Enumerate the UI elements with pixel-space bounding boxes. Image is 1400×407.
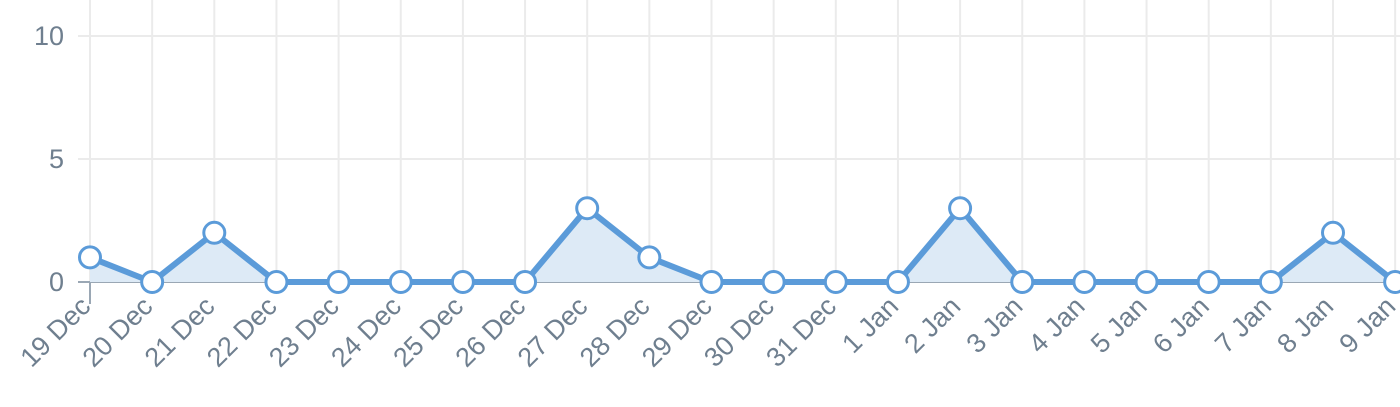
data-point	[885, 270, 910, 294]
data-point	[140, 270, 165, 294]
data-point	[1196, 270, 1221, 294]
x-tick-label: 21 Dec	[139, 291, 221, 373]
x-tick-label: 19 Dec	[15, 291, 97, 373]
x-tick-label: 1 Jan	[836, 291, 904, 359]
x-tick-label: 9 Jan	[1333, 291, 1400, 359]
x-tick-label: 7 Jan	[1209, 291, 1277, 359]
data-point	[575, 196, 600, 221]
y-tick-label: 10	[34, 21, 64, 51]
data-point	[1010, 270, 1035, 294]
x-tick-label: 24 Dec	[325, 291, 407, 373]
x-tick-label: 27 Dec	[512, 291, 594, 373]
data-point	[637, 245, 662, 270]
x-tick-label: 30 Dec	[698, 291, 780, 373]
x-tick-label: 4 Jan	[1023, 291, 1091, 359]
grid-lines	[78, 0, 1400, 304]
x-tick-label: 29 Dec	[636, 291, 718, 373]
data-point	[1383, 270, 1400, 294]
x-tick-label: 5 Jan	[1085, 291, 1153, 359]
x-tick-label: 2 Jan	[898, 291, 966, 359]
x-tick-label: 31 Dec	[760, 291, 842, 373]
x-tick-label: 8 Jan	[1271, 291, 1339, 359]
data-point	[1072, 270, 1097, 294]
y-tick-label: 0	[49, 267, 64, 297]
x-tick-label: 26 Dec	[450, 291, 532, 373]
data-point	[699, 270, 724, 294]
x-tick-label: 22 Dec	[201, 291, 283, 373]
data-point	[1258, 270, 1283, 294]
data-point	[388, 270, 413, 294]
data-point	[761, 270, 786, 294]
y-axis-ticks: 0 5 10	[34, 21, 64, 297]
series-line	[87, 205, 1399, 285]
series-points	[78, 196, 1400, 294]
x-tick-label: 23 Dec	[263, 291, 345, 373]
data-point	[78, 245, 102, 270]
x-tick-label: 3 Jan	[961, 291, 1029, 359]
x-tick-label: 25 Dec	[387, 291, 469, 373]
series-area	[87, 205, 1399, 285]
data-point	[202, 220, 227, 245]
data-point	[450, 270, 475, 294]
data-point	[948, 196, 973, 221]
x-tick-label: 6 Jan	[1147, 291, 1215, 359]
x-tick-label: 20 Dec	[77, 291, 159, 373]
y-tick-label: 5	[49, 144, 64, 174]
data-point	[513, 270, 538, 294]
x-tick-label: 28 Dec	[574, 291, 656, 373]
data-point	[264, 270, 289, 294]
data-point	[1134, 270, 1159, 294]
series-area-fill	[90, 208, 1396, 282]
data-point	[823, 270, 848, 294]
data-point	[1321, 220, 1345, 245]
data-point	[326, 270, 351, 294]
